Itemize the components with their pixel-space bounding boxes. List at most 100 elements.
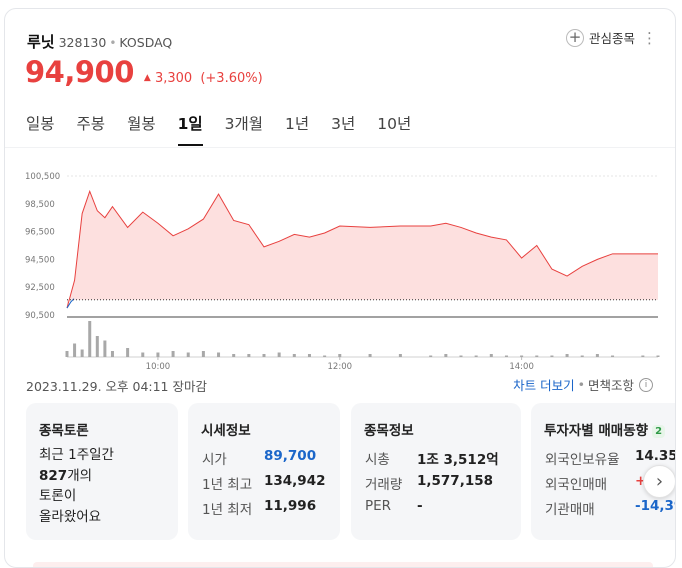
intraday-chart[interactable]: 100,500 98,500 96,500 94,500 92,500 90,500 10:… — [25, 159, 660, 369]
tab-10years[interactable]: 10년 — [377, 115, 412, 133]
y-tick-label: 94,500 — [25, 255, 55, 265]
price-area-fill — [67, 191, 658, 309]
watchlist-button[interactable]: + 관심종목 — [565, 28, 635, 47]
tab-3months[interactable]: 3개월 — [224, 115, 264, 133]
row-value: 1,577,158 — [417, 473, 494, 489]
volume-bar — [80, 349, 84, 357]
stock-name[interactable]: 루닛 — [27, 33, 55, 51]
row-value: 11,996 — [264, 498, 317, 514]
row-value: 89,700 — [264, 448, 317, 464]
volume-bar — [489, 354, 493, 357]
separator-dot: • — [577, 377, 585, 392]
volume-bar — [565, 354, 569, 357]
volume-bar — [217, 352, 221, 357]
volume-bar — [595, 354, 599, 357]
volume-bar — [88, 321, 92, 357]
volume-bar — [292, 354, 296, 357]
y-tick-label: 92,500 — [25, 283, 55, 293]
y-tick-label: 100,500 — [25, 172, 60, 182]
row-label: 거래량 — [365, 477, 403, 493]
panel-title: 시세정보 — [201, 423, 251, 439]
volume-bar — [459, 355, 463, 357]
bottom-banner — [33, 562, 653, 567]
foreign-trade-row: 외국인매매 +4 — [545, 473, 656, 493]
tab-3years[interactable]: 3년 — [331, 115, 356, 133]
volume-bar — [110, 351, 114, 357]
row-value: 134,942 — [264, 473, 326, 489]
market-name: KOSDAQ — [119, 35, 173, 50]
summary-text: 개의 — [67, 467, 93, 484]
institution-trade-row: 기관매매 -14,39 — [545, 498, 675, 518]
volume-bar — [65, 351, 69, 357]
stock-card: 루닛 328130 • KOSDAQ + 관심종목 ⋮ 94,900 ▲ 3,3… — [4, 8, 676, 568]
discussion-summary: 최근 1주일간 827개의 토론이 올라왔어요 — [39, 445, 114, 527]
summary-line: 올라왔어요 — [39, 508, 102, 525]
price-line — [66, 189, 658, 309]
tab-monthly[interactable]: 월봉 — [127, 115, 156, 133]
volume-bar — [95, 336, 99, 357]
panel-title-text: 투자자별 매매동향 — [544, 423, 649, 439]
y-tick-label: 90,500 — [25, 311, 55, 321]
chevron-right-icon: › — [655, 471, 664, 492]
volume-bar — [429, 355, 433, 357]
panel-title: 투자자별 매매동향 2 — [544, 419, 666, 439]
volume-bar — [398, 354, 402, 357]
y-tick-label: 96,500 — [25, 228, 55, 238]
discussion-panel[interactable]: 종목토론 최근 1주일간 827개의 토론이 올라왔어요 — [26, 403, 178, 540]
volume-bar — [656, 355, 660, 357]
tabs-divider — [5, 147, 675, 148]
volume-bar — [171, 351, 175, 357]
volume-bar — [535, 355, 539, 357]
more-icon[interactable]: ⋮ — [642, 29, 657, 47]
year-high-row: 1년 최고 134,942 — [202, 473, 326, 493]
tab-1year[interactable]: 1년 — [285, 115, 310, 133]
info-icon[interactable]: i — [639, 377, 653, 392]
plus-icon: + — [565, 28, 584, 47]
info-panels: 종목토론 최근 1주일간 827개의 토론이 올라왔어요 시세정보 시가 89,… — [26, 403, 675, 543]
foreign-holding-row: 외국인보유율 14.35% — [545, 448, 675, 468]
volume-bar — [307, 354, 311, 357]
tab-1day[interactable]: 1일 — [177, 112, 203, 146]
summary-line: 827개의 — [39, 466, 114, 487]
row-value: - — [417, 498, 423, 514]
volume-bar — [368, 354, 372, 357]
stock-header: 루닛 328130 • KOSDAQ — [27, 31, 172, 52]
panel-title: 종목정보 — [364, 423, 414, 439]
row-label: 외국인보유율 — [545, 452, 620, 468]
volume-bar — [504, 355, 508, 357]
volume-bar — [126, 348, 130, 357]
open-price-row: 시가 89,700 — [202, 448, 316, 468]
price-change: ▲ 3,300 (+3.60%) — [144, 71, 263, 86]
disclaimer-link[interactable]: 면책조항 — [587, 378, 634, 393]
up-arrow-icon: ▲ — [143, 73, 151, 83]
volume-bar — [338, 354, 342, 357]
volume-bar — [262, 354, 266, 357]
tab-weekly[interactable]: 주봉 — [76, 115, 106, 133]
x-tick-label: 12:00 — [328, 362, 353, 369]
chart-more-link[interactable]: 차트 더보기 — [513, 378, 575, 393]
volume-bar — [611, 355, 615, 357]
x-tick-label: 10:00 — [146, 362, 171, 369]
post-count: 827 — [39, 467, 68, 484]
row-label: 1년 최저 — [202, 502, 253, 518]
row-label: 기관매매 — [545, 502, 595, 518]
tab-daily[interactable]: 일봉 — [26, 115, 55, 133]
volume-bar — [73, 343, 77, 357]
volume-bar — [186, 352, 190, 357]
volume-bar — [141, 352, 145, 357]
row-label: 시가 — [202, 452, 227, 468]
volume-bar — [520, 355, 524, 357]
market-close-time: 2023.11.29. 오후 04:11 장마감 — [26, 379, 207, 394]
company-info-panel[interactable]: 종목정보 시총 1조 3,512억 거래량 1,577,158 PER - — [351, 403, 521, 540]
x-tick-label: 14:00 — [509, 362, 534, 369]
current-price: 94,900 — [25, 55, 134, 89]
chart-links: 차트 더보기 • 면책조항 i — [513, 375, 653, 394]
volume-bar — [156, 352, 160, 357]
row-label: PER — [365, 498, 392, 514]
volume-bar — [444, 354, 448, 357]
market-cap-row: 시총 1조 3,512억 — [365, 448, 499, 468]
market-info-panel[interactable]: 시세정보 시가 89,700 1년 최고 134,942 1년 최저 11,99… — [188, 403, 340, 540]
row-value: 1조 3,512억 — [417, 452, 499, 468]
next-panel-button[interactable]: › — [643, 465, 675, 498]
summary-line: 토론이 — [39, 488, 77, 504]
